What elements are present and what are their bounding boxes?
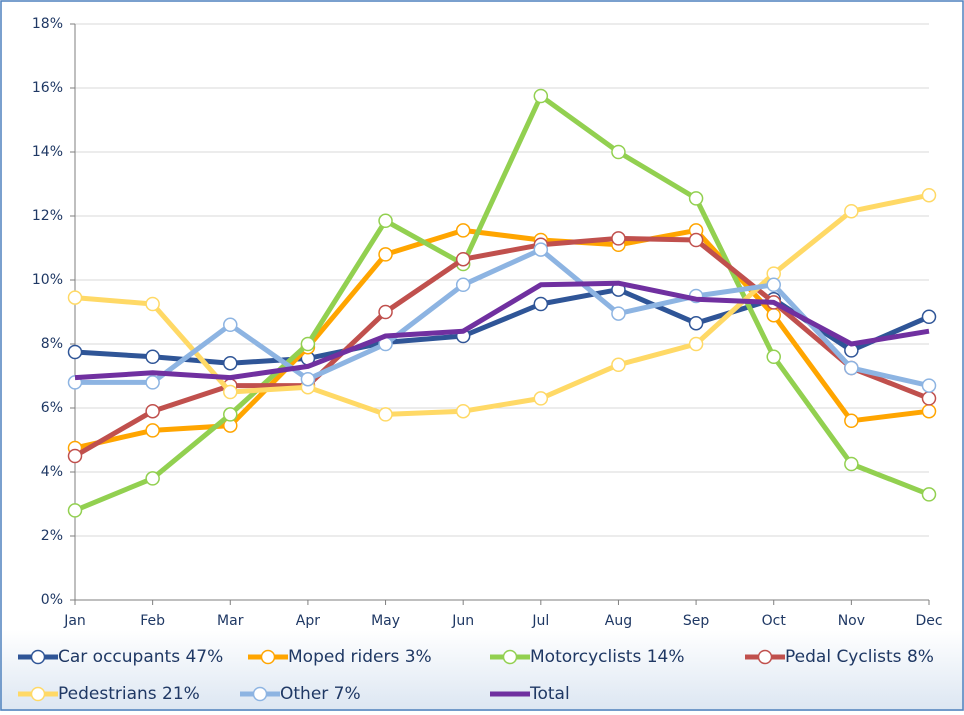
legend-label: Car occupants 47%: [58, 647, 223, 667]
data-point: [611, 144, 626, 160]
legend-label: Total: [529, 684, 570, 704]
data-point: [145, 471, 160, 486]
legend-label: Motorcyclists 14%: [530, 647, 685, 667]
legend-marker: [260, 649, 276, 665]
series-line: [75, 247, 930, 389]
data-point: [688, 315, 704, 331]
data-point: [300, 336, 316, 352]
data-point: [611, 306, 626, 321]
data-point: [67, 290, 83, 305]
series-line: [74, 280, 930, 381]
data-point: [766, 277, 781, 293]
data-point: [921, 403, 937, 419]
data-point: [223, 407, 238, 422]
data-point: [223, 355, 238, 371]
x-tick-label: Jan: [63, 613, 86, 629]
x-tick-label: Jun: [451, 613, 474, 629]
y-tick-label: 10%: [32, 272, 63, 288]
data-point: [300, 371, 316, 387]
data-point: [378, 247, 393, 262]
data-point: [844, 360, 859, 376]
data-point: [844, 456, 859, 472]
x-tick-label: Mar: [217, 613, 244, 629]
y-tick-label: 2%: [41, 528, 63, 544]
x-tick-label: Jul: [531, 613, 549, 629]
data-point: [378, 407, 393, 422]
x-tick-label: Aug: [605, 613, 632, 629]
x-tick-label: Oct: [762, 613, 787, 629]
data-point: [921, 378, 937, 393]
data-point: [921, 309, 937, 325]
data-point: [533, 88, 549, 104]
series-line: [74, 192, 930, 417]
data-point: [766, 349, 781, 365]
data-point: [533, 296, 549, 312]
legend-label: Pedestrians 21%: [58, 684, 200, 704]
data-point: [611, 357, 626, 373]
series-line: [74, 93, 930, 513]
legend-label: Pedal Cyclists 8%: [785, 647, 934, 667]
data-point: [611, 231, 626, 246]
x-tick-label: Sep: [683, 613, 710, 629]
data-point: [766, 307, 781, 323]
x-tick-label: Dec: [915, 613, 942, 629]
x-tick-label: Apr: [296, 613, 320, 629]
y-tick-label: 12%: [32, 208, 63, 224]
data-point: [145, 423, 160, 438]
data-point: [67, 344, 83, 360]
data-point: [533, 391, 549, 406]
data-point: [688, 232, 704, 248]
data-point: [67, 448, 83, 464]
series-line: [73, 235, 930, 459]
x-tick-label: Nov: [838, 613, 865, 629]
data-point: [688, 336, 704, 352]
data-point: [67, 503, 83, 518]
data-point: [145, 296, 160, 312]
data-point: [378, 213, 393, 229]
y-tick-label: 18%: [32, 16, 63, 32]
data-point: [455, 277, 471, 293]
data-point: [844, 413, 859, 429]
data-point: [921, 487, 937, 502]
data-point: [844, 203, 859, 219]
data-point: [223, 384, 238, 400]
x-tick-label: May: [371, 613, 400, 629]
data-point: [145, 349, 160, 365]
y-tick-label: 0%: [41, 592, 63, 608]
y-tick-label: 6%: [41, 400, 63, 416]
x-tick-label: Feb: [140, 613, 165, 629]
data-point: [921, 187, 937, 203]
legend-label: Moped riders 3%: [288, 647, 432, 667]
legend-label: Other 7%: [280, 684, 361, 704]
legend-marker: [502, 649, 518, 665]
data-point: [455, 223, 471, 238]
legend-marker: [30, 686, 46, 702]
data-point: [223, 317, 238, 333]
data-point: [145, 403, 160, 419]
legend-marker: [252, 686, 268, 702]
data-point: [455, 403, 471, 419]
y-tick-label: 4%: [41, 464, 63, 480]
data-point: [921, 391, 937, 406]
data-point: [455, 251, 471, 267]
y-tick-label: 14%: [32, 144, 63, 160]
data-point: [688, 191, 704, 206]
data-point: [145, 375, 160, 390]
data-point: [533, 242, 549, 257]
legend-marker: [30, 649, 46, 665]
series-line: [74, 227, 930, 451]
y-tick-label: 8%: [41, 336, 63, 352]
legend-marker: [757, 649, 773, 665]
data-point: [378, 304, 393, 320]
y-tick-label: 16%: [32, 80, 63, 96]
legend-background: [0, 630, 964, 711]
